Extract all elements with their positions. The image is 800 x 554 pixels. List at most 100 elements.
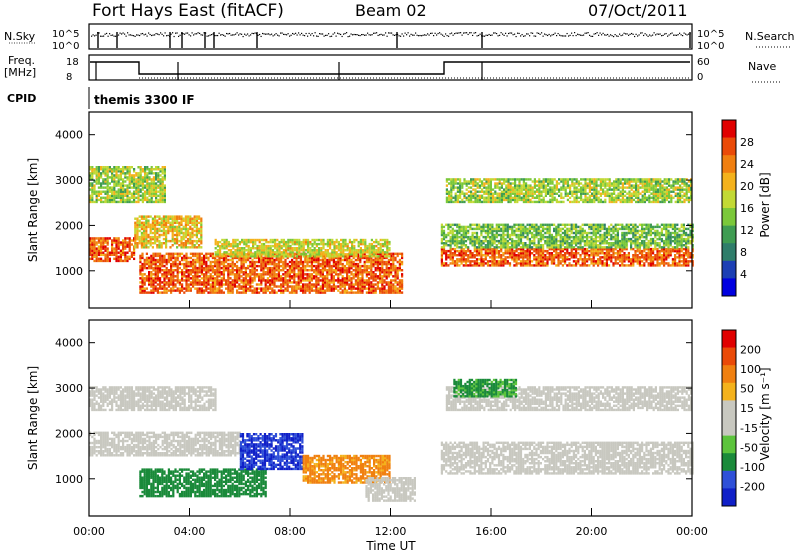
vel-cbar-tick-2: 50	[740, 383, 754, 396]
vel-cbar-tick-6: -100	[740, 461, 765, 474]
vel-cbar-tick-1: 100	[740, 363, 761, 376]
power-cbar-tick-3: 16	[740, 202, 754, 215]
nsky-tick-top: 10^5	[52, 29, 79, 40]
cpid-label: CPID	[7, 92, 36, 105]
y-tick-label-1: 2000	[55, 219, 83, 232]
time-x-axis: 00:00 04:00 08:00 12:00 16:00 20:00 00:00	[73, 300, 708, 538]
power-band-2	[139, 252, 404, 294]
freq-line	[90, 61, 690, 75]
velocity-heatmap	[89, 378, 694, 502]
power-band-0	[89, 237, 136, 263]
x-tick-label-4: 16:00	[475, 525, 507, 538]
x-tick-label-3: 12:00	[375, 525, 407, 538]
power-cbar-swatch-5	[722, 208, 736, 226]
velocity-band-6	[440, 441, 694, 475]
x-axis-label: Time UT	[365, 539, 416, 553]
velocity-band-1	[89, 386, 217, 412]
nave-tick-bottom: 0	[697, 72, 703, 83]
freq-strip: Freq. [MHz] 18 8 60 0 Nave	[4, 54, 780, 83]
velocity-ylabel: Slant Range [km]	[26, 366, 40, 470]
nave-label: Nave	[748, 60, 776, 73]
vel-cbar-tick-5: -50	[740, 441, 758, 454]
beam-label: Beam 02	[355, 1, 427, 20]
vel-cbar-swatch-3	[722, 382, 736, 401]
freq-tick-bottom: 8	[66, 72, 72, 83]
velocity-colorbar: 200 100 50 15 -15 -50 -100 -200	[721, 329, 765, 507]
power-cbar-tick-4: 12	[740, 224, 754, 237]
vel-cbar-swatch-9	[722, 488, 736, 507]
power-cbar-swatch-9	[722, 278, 736, 297]
power-cbar-swatch-3	[722, 172, 736, 191]
y-tick-label-3: 4000	[55, 337, 83, 350]
y-tick-label-0: 1000	[55, 265, 83, 278]
power-cbar-swatch-7	[722, 243, 736, 262]
vel-cbar-tick-7: -200	[740, 480, 765, 493]
power-cbar-swatch-4	[722, 190, 736, 209]
y-tick-label-0: 1000	[55, 473, 83, 486]
velocity-band-0	[89, 431, 241, 457]
x-tick-label-1: 04:00	[174, 525, 206, 538]
nsearch-label: N.Search	[745, 30, 795, 43]
vel-cbar-swatch-7	[722, 453, 736, 472]
velocity-band-8	[453, 378, 518, 398]
freq-label: Freq.	[8, 54, 35, 67]
y-tick-label-1: 2000	[55, 427, 83, 440]
vel-cbar-swatch-5	[722, 418, 736, 436]
power-cbar-swatch-1	[722, 137, 736, 156]
power-cbar-swatch-6	[722, 225, 736, 244]
power-band-3	[214, 238, 391, 258]
freq-tick-top: 18	[66, 57, 79, 68]
power-ylabel: Slant Range [km]	[26, 158, 40, 262]
power-cbar-tick-6: 4	[740, 268, 747, 281]
power-cbar-tick-2: 20	[740, 180, 754, 193]
power-cbar-tick-5: 8	[740, 246, 747, 259]
x-tick-label-2: 08:00	[274, 525, 306, 538]
power-cbar-swatch-8	[722, 260, 736, 279]
power-colorbar: 28 24 20 16 12 8 4	[721, 119, 754, 297]
nsky-label: N.Sky	[4, 30, 36, 43]
x-tick-label-6: 00:00	[676, 525, 708, 538]
nave-tick-top: 60	[697, 57, 710, 68]
power-colorbar-label: Power [dB]	[758, 172, 772, 237]
x-tick-label-0: 00:00	[73, 525, 105, 538]
power-band-6	[445, 178, 693, 204]
cpid-strip: CPID themis 3300 IF	[7, 87, 195, 109]
velocity-band-5	[365, 477, 416, 502]
velocity-band-7	[445, 386, 693, 412]
freq-unit: [MHz]	[4, 66, 36, 79]
velocity-y-axis: 1000 2000 3000 4000	[55, 337, 692, 486]
power-panel: 1000 2000 3000 4000 Slant Range [km]	[26, 111, 694, 309]
freq-trace	[90, 61, 690, 80]
power-heatmap	[89, 166, 694, 294]
radar-title: Fort Hays East (fitACF)	[92, 1, 284, 21]
power-cbar-tick-1: 24	[740, 158, 754, 171]
y-tick-label-3: 4000	[55, 129, 83, 142]
nsearch-tick-bottom: 10^0	[697, 41, 724, 52]
vel-cbar-swatch-6	[722, 435, 736, 454]
power-y-axis: 1000 2000 3000 4000	[55, 129, 692, 278]
y-tick-label-2: 3000	[55, 382, 83, 395]
power-band-5	[440, 223, 694, 249]
power-band-7	[89, 166, 166, 204]
vel-cbar-swatch-1	[722, 347, 736, 366]
vel-cbar-tick-4: -15	[740, 422, 758, 435]
velocity-colorbar-label: Velocity [m s⁻¹]	[758, 367, 772, 460]
cpid-value: themis 3300 IF	[94, 93, 195, 107]
power-band-4	[440, 247, 694, 267]
power-band-1	[134, 215, 203, 249]
velocity-band-2	[139, 468, 267, 498]
vel-cbar-swatch-4	[722, 400, 736, 419]
nsky-trace	[91, 32, 691, 48]
vel-cbar-swatch-0	[722, 330, 736, 348]
x-tick-label-5: 20:00	[576, 525, 608, 538]
power-cbar-tick-0: 28	[740, 136, 754, 149]
vel-cbar-tick-3: 15	[740, 402, 754, 415]
vel-cbar-swatch-2	[722, 365, 736, 384]
y-tick-label-2: 3000	[55, 174, 83, 187]
power-cbar-swatch-0	[722, 120, 736, 138]
power-cbar-swatch-2	[722, 155, 736, 174]
nsearch-tick-top: 10^5	[697, 29, 724, 40]
vel-cbar-swatch-8	[722, 470, 736, 489]
vel-cbar-tick-0: 200	[740, 344, 761, 357]
